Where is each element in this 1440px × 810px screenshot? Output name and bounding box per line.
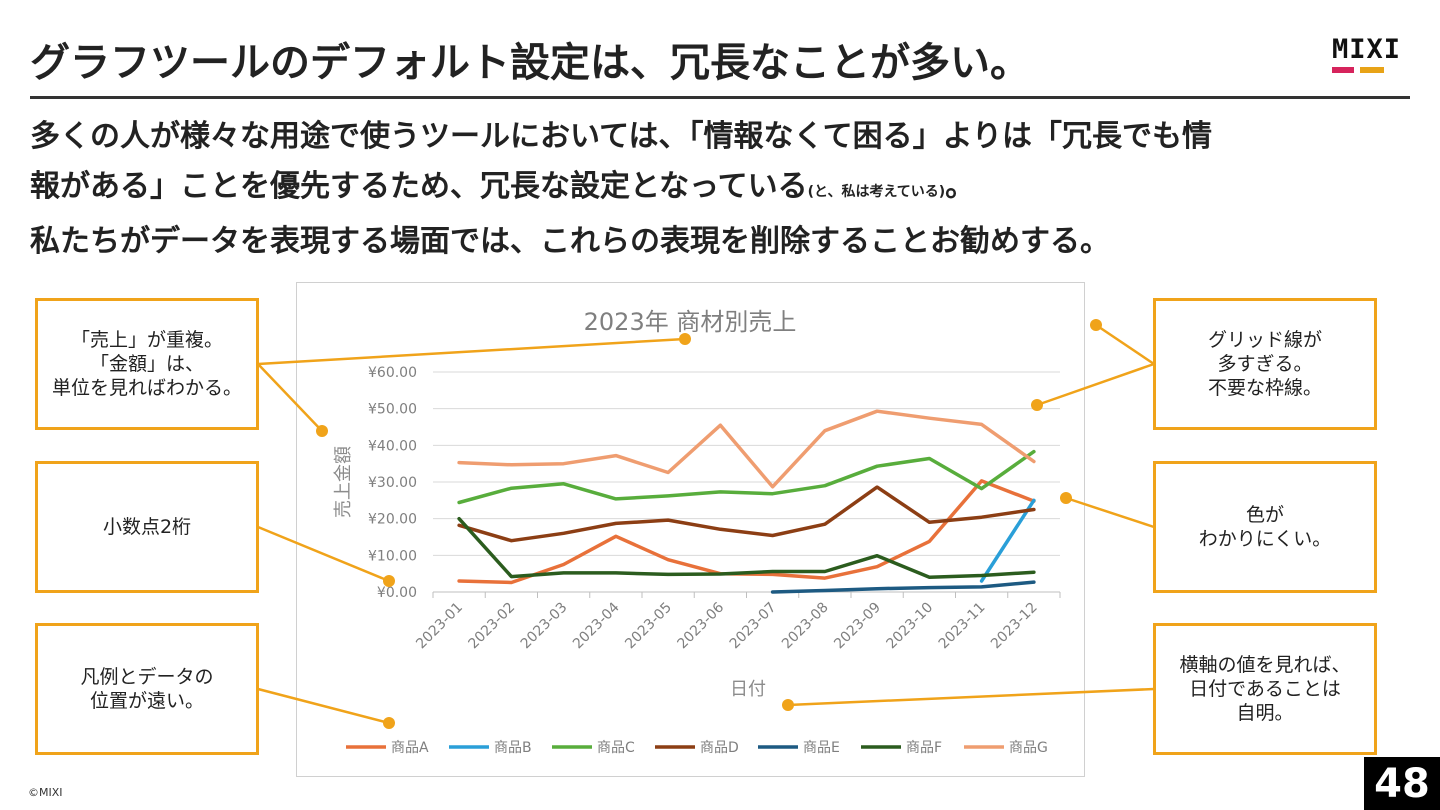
x-tick-label: 2023-04 <box>570 599 623 652</box>
x-axis-label: 日付 <box>730 679 766 700</box>
connector-2-dot <box>383 575 395 587</box>
y-tick-label: ¥40.00 <box>368 438 417 454</box>
y-axis-label: 売上金額 <box>333 446 354 518</box>
x-tick-label: 2023-01 <box>413 600 466 653</box>
copyright: ©MIXI <box>28 786 63 799</box>
x-tick-label: 2023-11 <box>936 600 989 653</box>
callout-connectors <box>257 319 1155 729</box>
body-line-2: 報がある」ことを優先するため、冗長な設定となっている(と、私は考えている)。 <box>30 162 1420 217</box>
callout-colors: 色が わかりにくい。 <box>1153 461 1377 593</box>
connector-4b-dot <box>1031 399 1043 411</box>
legend-label: 商品C <box>597 740 635 756</box>
legend-label: 商品F <box>906 740 942 756</box>
series-line <box>457 409 1036 489</box>
mixi-logo: MIXI <box>1332 36 1410 74</box>
y-tick-label: ¥50.00 <box>368 402 417 418</box>
logo-bar-red <box>1332 67 1354 73</box>
connector-1a-dot <box>679 333 691 345</box>
legend-label: 商品D <box>700 740 739 756</box>
connector-6-dot <box>782 699 794 711</box>
callout-x-axis: 横軸の値を見れば、 日付であることは 自明。 <box>1153 623 1377 755</box>
body-text: 多くの人が様々な用途で使うツールにおいては、「情報なくて困る」よりは「冗長でも情… <box>30 112 1420 267</box>
logo-text: MIXI <box>1332 34 1402 65</box>
connector-2 <box>257 525 390 583</box>
chart-frame <box>296 282 1085 777</box>
x-tick-label: 2023-06 <box>675 599 728 652</box>
x-tick-label: 2023-10 <box>884 600 937 653</box>
x-tick-label: 2023-09 <box>831 600 884 653</box>
y-tick-label: ¥60.00 <box>368 365 417 381</box>
series-line <box>457 516 1036 580</box>
series-line <box>457 485 1036 543</box>
connector-3-dot <box>383 717 395 729</box>
legend-label: 商品B <box>494 740 532 756</box>
series-line <box>979 498 1036 583</box>
body-line-3: 私たちがデータを表現する場面では、これらの表現を削除することお勧めする。 <box>30 224 1110 259</box>
line-chart: 2023年 商材別売上 日付 売上金額 ¥0.00 ¥10.00 ¥20.00 ¥30… <box>333 308 1061 756</box>
logo-bar-orange <box>1360 67 1384 73</box>
x-tick-label: 2023-05 <box>622 600 675 653</box>
body-line-2-end: 。 <box>945 169 976 204</box>
logo-bars <box>1332 67 1410 73</box>
body-line-1: 多くの人が様々な用途で使うツールにおいては、「情報なくて困る」よりは「冗長でも情 <box>30 119 1212 154</box>
connector-1a <box>257 337 686 366</box>
connector-5 <box>1065 496 1155 529</box>
y-tick-label: ¥30.00 <box>368 475 417 491</box>
chart-title: 2023年 商材別売上 <box>584 308 797 336</box>
body-line-2-aside: (と、私は考えている) <box>807 184 946 200</box>
connector-1b <box>257 363 323 432</box>
legend-label: 商品A <box>391 740 429 756</box>
page-number: 48 <box>1364 757 1440 810</box>
connector-4a <box>1095 323 1155 366</box>
x-tick-label: 2023-02 <box>466 600 519 653</box>
series-line <box>457 449 1036 505</box>
x-tick-label: 2023-08 <box>779 600 832 653</box>
x-tick-label: 2023-07 <box>727 600 780 653</box>
series-line <box>770 580 1036 594</box>
x-tick-label: 2023-03 <box>518 600 571 653</box>
y-tick-label: ¥0.00 <box>377 585 417 601</box>
body-line-2-main: 報がある」ことを優先するため、冗長な設定となっている <box>30 169 808 204</box>
callout-gridlines: グリッド線が 多すぎる。 不要な枠線。 <box>1153 298 1377 430</box>
connector-6 <box>787 687 1155 707</box>
connector-1b-dot <box>316 425 328 437</box>
x-tick-label: 2023-12 <box>988 600 1041 653</box>
slide-title: グラフツールのデフォルト設定は、冗長なことが多い。 <box>30 40 1030 86</box>
callout-duplicate-label: 「売上」が重複。 「金額」は、 単位を見ればわかる。 <box>35 298 259 430</box>
connector-5-dot <box>1060 492 1072 504</box>
legend-label: 商品E <box>803 740 840 756</box>
callout-decimal-places: 小数点2桁 <box>35 461 259 593</box>
connector-3 <box>257 687 390 725</box>
legend-label: 商品G <box>1009 740 1048 756</box>
y-tick-label: ¥20.00 <box>368 512 417 528</box>
title-rule <box>30 96 1410 99</box>
callout-legend-distance: 凡例とデータの 位置が遠い。 <box>35 623 259 755</box>
connector-4b <box>1036 362 1155 407</box>
connector-4a-dot <box>1090 319 1102 331</box>
y-tick-label: ¥10.00 <box>368 548 417 564</box>
